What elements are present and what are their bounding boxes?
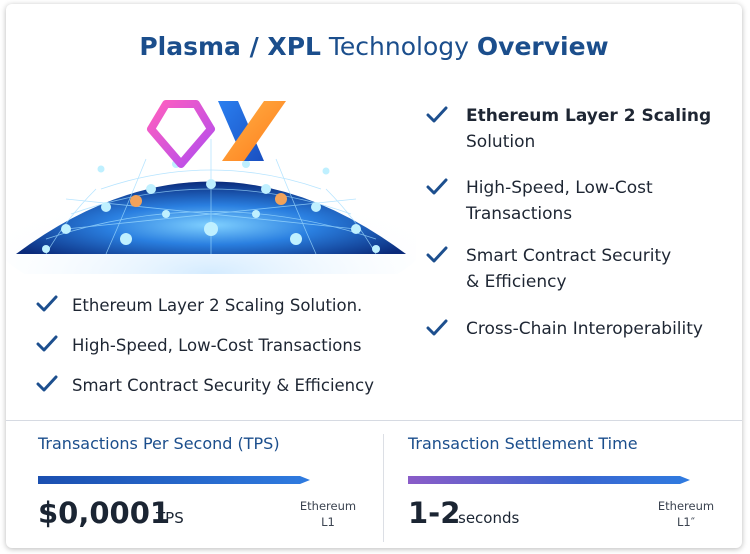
- page-title: Plasma / XPL Technology Overview: [6, 32, 742, 61]
- left-feature-item: High-Speed, Low-Cost Transactions: [36, 334, 416, 358]
- left-feature-label: Smart Contract Security & Efficiency: [72, 376, 374, 395]
- right-feature-3-line-2: & Efficiency: [466, 272, 567, 292]
- globe-nodes: [42, 160, 380, 253]
- check-icon: [426, 106, 448, 128]
- settlement-value: 1-2: [408, 496, 461, 530]
- left-feature-label: High-Speed, Low-Cost Transactions: [72, 336, 362, 355]
- check-icon: [36, 295, 58, 317]
- left-feature-item: Ethereum Layer 2 Scaling Solution.: [36, 294, 416, 318]
- tps-comparison-line-1: Ethereum: [299, 499, 357, 513]
- settlement-comparison-line-1: Ethereum: [657, 499, 715, 513]
- right-feature-2-line-2: Transactions: [466, 204, 573, 224]
- left-feature-label: Ethereum Layer 2 Scaling Solution.: [72, 296, 363, 315]
- title-part-1: Plasma / XPL: [139, 32, 321, 61]
- check-icon: [426, 178, 448, 200]
- right-feature-3-line-1: Smart Contract Security: [466, 246, 672, 266]
- settlement-comparison-line-2: L1″: [676, 515, 696, 529]
- settlement-metric-label: Transaction Settlement Time: [408, 434, 638, 453]
- tps-metric-label: Transactions Per Second (TPS): [38, 434, 280, 453]
- tps-comparison-line-2: L1: [321, 515, 335, 529]
- left-feature-item: Smart Contract Security & Efficiency: [36, 374, 416, 398]
- settlement-progress-bar: [408, 476, 690, 484]
- right-feature-2-line-1: High-Speed, Low-Cost: [466, 178, 653, 198]
- metrics-divider: [383, 434, 384, 542]
- globe-node-orange: [130, 195, 142, 207]
- settlement-unit: seconds: [458, 509, 520, 527]
- check-icon: [36, 335, 58, 357]
- check-icon: [426, 319, 448, 341]
- title-part-2: Technology: [328, 32, 469, 61]
- tps-unit: TPS: [156, 509, 184, 527]
- tps-progress-bar: [38, 476, 310, 484]
- check-icon: [36, 375, 58, 397]
- section-divider: [6, 420, 742, 421]
- tps-value: $0,0001: [38, 496, 171, 530]
- right-feature-1-line-1: Ethereum Layer 2 Scaling: [466, 106, 712, 126]
- network-globe-illustration: [6, 100, 416, 274]
- title-part-3: Overview: [476, 32, 609, 61]
- overview-card: Plasma / XPL Technology Overview: [6, 4, 742, 548]
- settlement-comparison: Ethereum L1″: [646, 498, 726, 530]
- globe-node-orange: [275, 193, 287, 205]
- check-icon: [426, 246, 448, 268]
- right-feature-4-line-1: Cross-Chain Interoperability: [466, 319, 703, 339]
- plasma-logo-icon: [147, 100, 215, 168]
- right-feature-1-line-2: Solution: [466, 132, 536, 152]
- xpl-x-logo-icon: [218, 101, 286, 161]
- tps-comparison: Ethereum L1: [288, 498, 368, 530]
